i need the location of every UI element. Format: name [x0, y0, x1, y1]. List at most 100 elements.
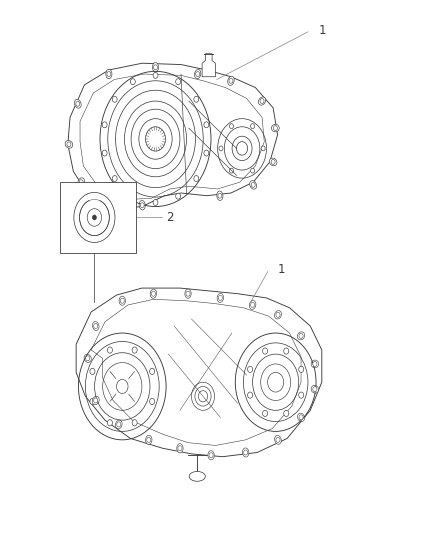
- Circle shape: [194, 96, 199, 102]
- Ellipse shape: [297, 413, 304, 422]
- Circle shape: [218, 295, 223, 301]
- Circle shape: [251, 302, 254, 308]
- Circle shape: [176, 79, 180, 85]
- Ellipse shape: [217, 191, 223, 200]
- Circle shape: [132, 419, 137, 426]
- Ellipse shape: [243, 448, 249, 457]
- Circle shape: [299, 392, 304, 398]
- Circle shape: [102, 122, 107, 128]
- Ellipse shape: [177, 443, 183, 453]
- Circle shape: [112, 96, 117, 102]
- Ellipse shape: [150, 289, 157, 298]
- Circle shape: [90, 398, 95, 405]
- Circle shape: [299, 415, 303, 420]
- Circle shape: [153, 72, 158, 78]
- Circle shape: [107, 347, 113, 353]
- Ellipse shape: [78, 178, 85, 187]
- Circle shape: [196, 71, 200, 76]
- Ellipse shape: [250, 181, 257, 189]
- Circle shape: [186, 291, 190, 296]
- Circle shape: [176, 193, 180, 199]
- Ellipse shape: [189, 472, 205, 481]
- Circle shape: [229, 78, 233, 83]
- Ellipse shape: [65, 141, 73, 148]
- Circle shape: [153, 199, 158, 205]
- Ellipse shape: [194, 69, 201, 79]
- Ellipse shape: [139, 200, 145, 210]
- Circle shape: [94, 324, 98, 328]
- Ellipse shape: [258, 97, 266, 105]
- Circle shape: [117, 379, 128, 393]
- Circle shape: [152, 291, 155, 296]
- Ellipse shape: [249, 301, 256, 309]
- Circle shape: [117, 422, 121, 427]
- Ellipse shape: [311, 360, 318, 368]
- Circle shape: [251, 168, 254, 173]
- Ellipse shape: [185, 289, 191, 298]
- Ellipse shape: [74, 99, 81, 108]
- Ellipse shape: [84, 354, 91, 362]
- Ellipse shape: [92, 321, 99, 330]
- Polygon shape: [202, 54, 215, 77]
- Polygon shape: [68, 63, 278, 209]
- Circle shape: [261, 146, 265, 151]
- Circle shape: [204, 150, 209, 156]
- Circle shape: [251, 182, 255, 187]
- Ellipse shape: [92, 396, 99, 405]
- Ellipse shape: [119, 296, 125, 305]
- Circle shape: [276, 437, 280, 442]
- Circle shape: [260, 99, 264, 103]
- Circle shape: [67, 142, 71, 147]
- Polygon shape: [76, 288, 322, 457]
- Ellipse shape: [208, 451, 214, 460]
- Circle shape: [209, 453, 213, 458]
- Circle shape: [244, 450, 248, 455]
- Ellipse shape: [275, 311, 282, 319]
- Circle shape: [178, 446, 182, 451]
- Circle shape: [218, 193, 222, 198]
- Text: 2: 2: [166, 211, 173, 224]
- Ellipse shape: [106, 69, 112, 79]
- Circle shape: [230, 124, 233, 128]
- Circle shape: [276, 312, 280, 317]
- Circle shape: [262, 348, 268, 354]
- Ellipse shape: [297, 332, 305, 340]
- Circle shape: [247, 366, 253, 373]
- Circle shape: [299, 333, 303, 338]
- Ellipse shape: [272, 124, 279, 132]
- Circle shape: [204, 122, 209, 128]
- Circle shape: [131, 193, 135, 199]
- Circle shape: [107, 419, 113, 426]
- Circle shape: [313, 387, 317, 392]
- Ellipse shape: [116, 420, 122, 429]
- Circle shape: [284, 410, 289, 416]
- Circle shape: [131, 79, 135, 85]
- Circle shape: [153, 65, 158, 70]
- Ellipse shape: [152, 62, 159, 72]
- Ellipse shape: [145, 435, 152, 445]
- Circle shape: [219, 146, 223, 151]
- Circle shape: [94, 398, 98, 403]
- Circle shape: [251, 124, 254, 128]
- Circle shape: [120, 298, 124, 303]
- Circle shape: [299, 366, 304, 373]
- Ellipse shape: [269, 158, 277, 166]
- Circle shape: [79, 180, 83, 184]
- Circle shape: [107, 203, 111, 208]
- Ellipse shape: [311, 385, 318, 393]
- Circle shape: [92, 215, 96, 220]
- Circle shape: [149, 398, 155, 405]
- Ellipse shape: [275, 435, 281, 445]
- Circle shape: [90, 368, 95, 375]
- Ellipse shape: [217, 293, 223, 302]
- Circle shape: [112, 175, 117, 182]
- Text: 1: 1: [278, 263, 285, 276]
- Circle shape: [273, 126, 277, 131]
- Circle shape: [284, 348, 289, 354]
- Circle shape: [230, 168, 233, 173]
- Circle shape: [262, 410, 268, 416]
- Circle shape: [147, 437, 151, 442]
- Circle shape: [85, 356, 90, 361]
- Circle shape: [247, 392, 253, 398]
- Ellipse shape: [106, 200, 112, 210]
